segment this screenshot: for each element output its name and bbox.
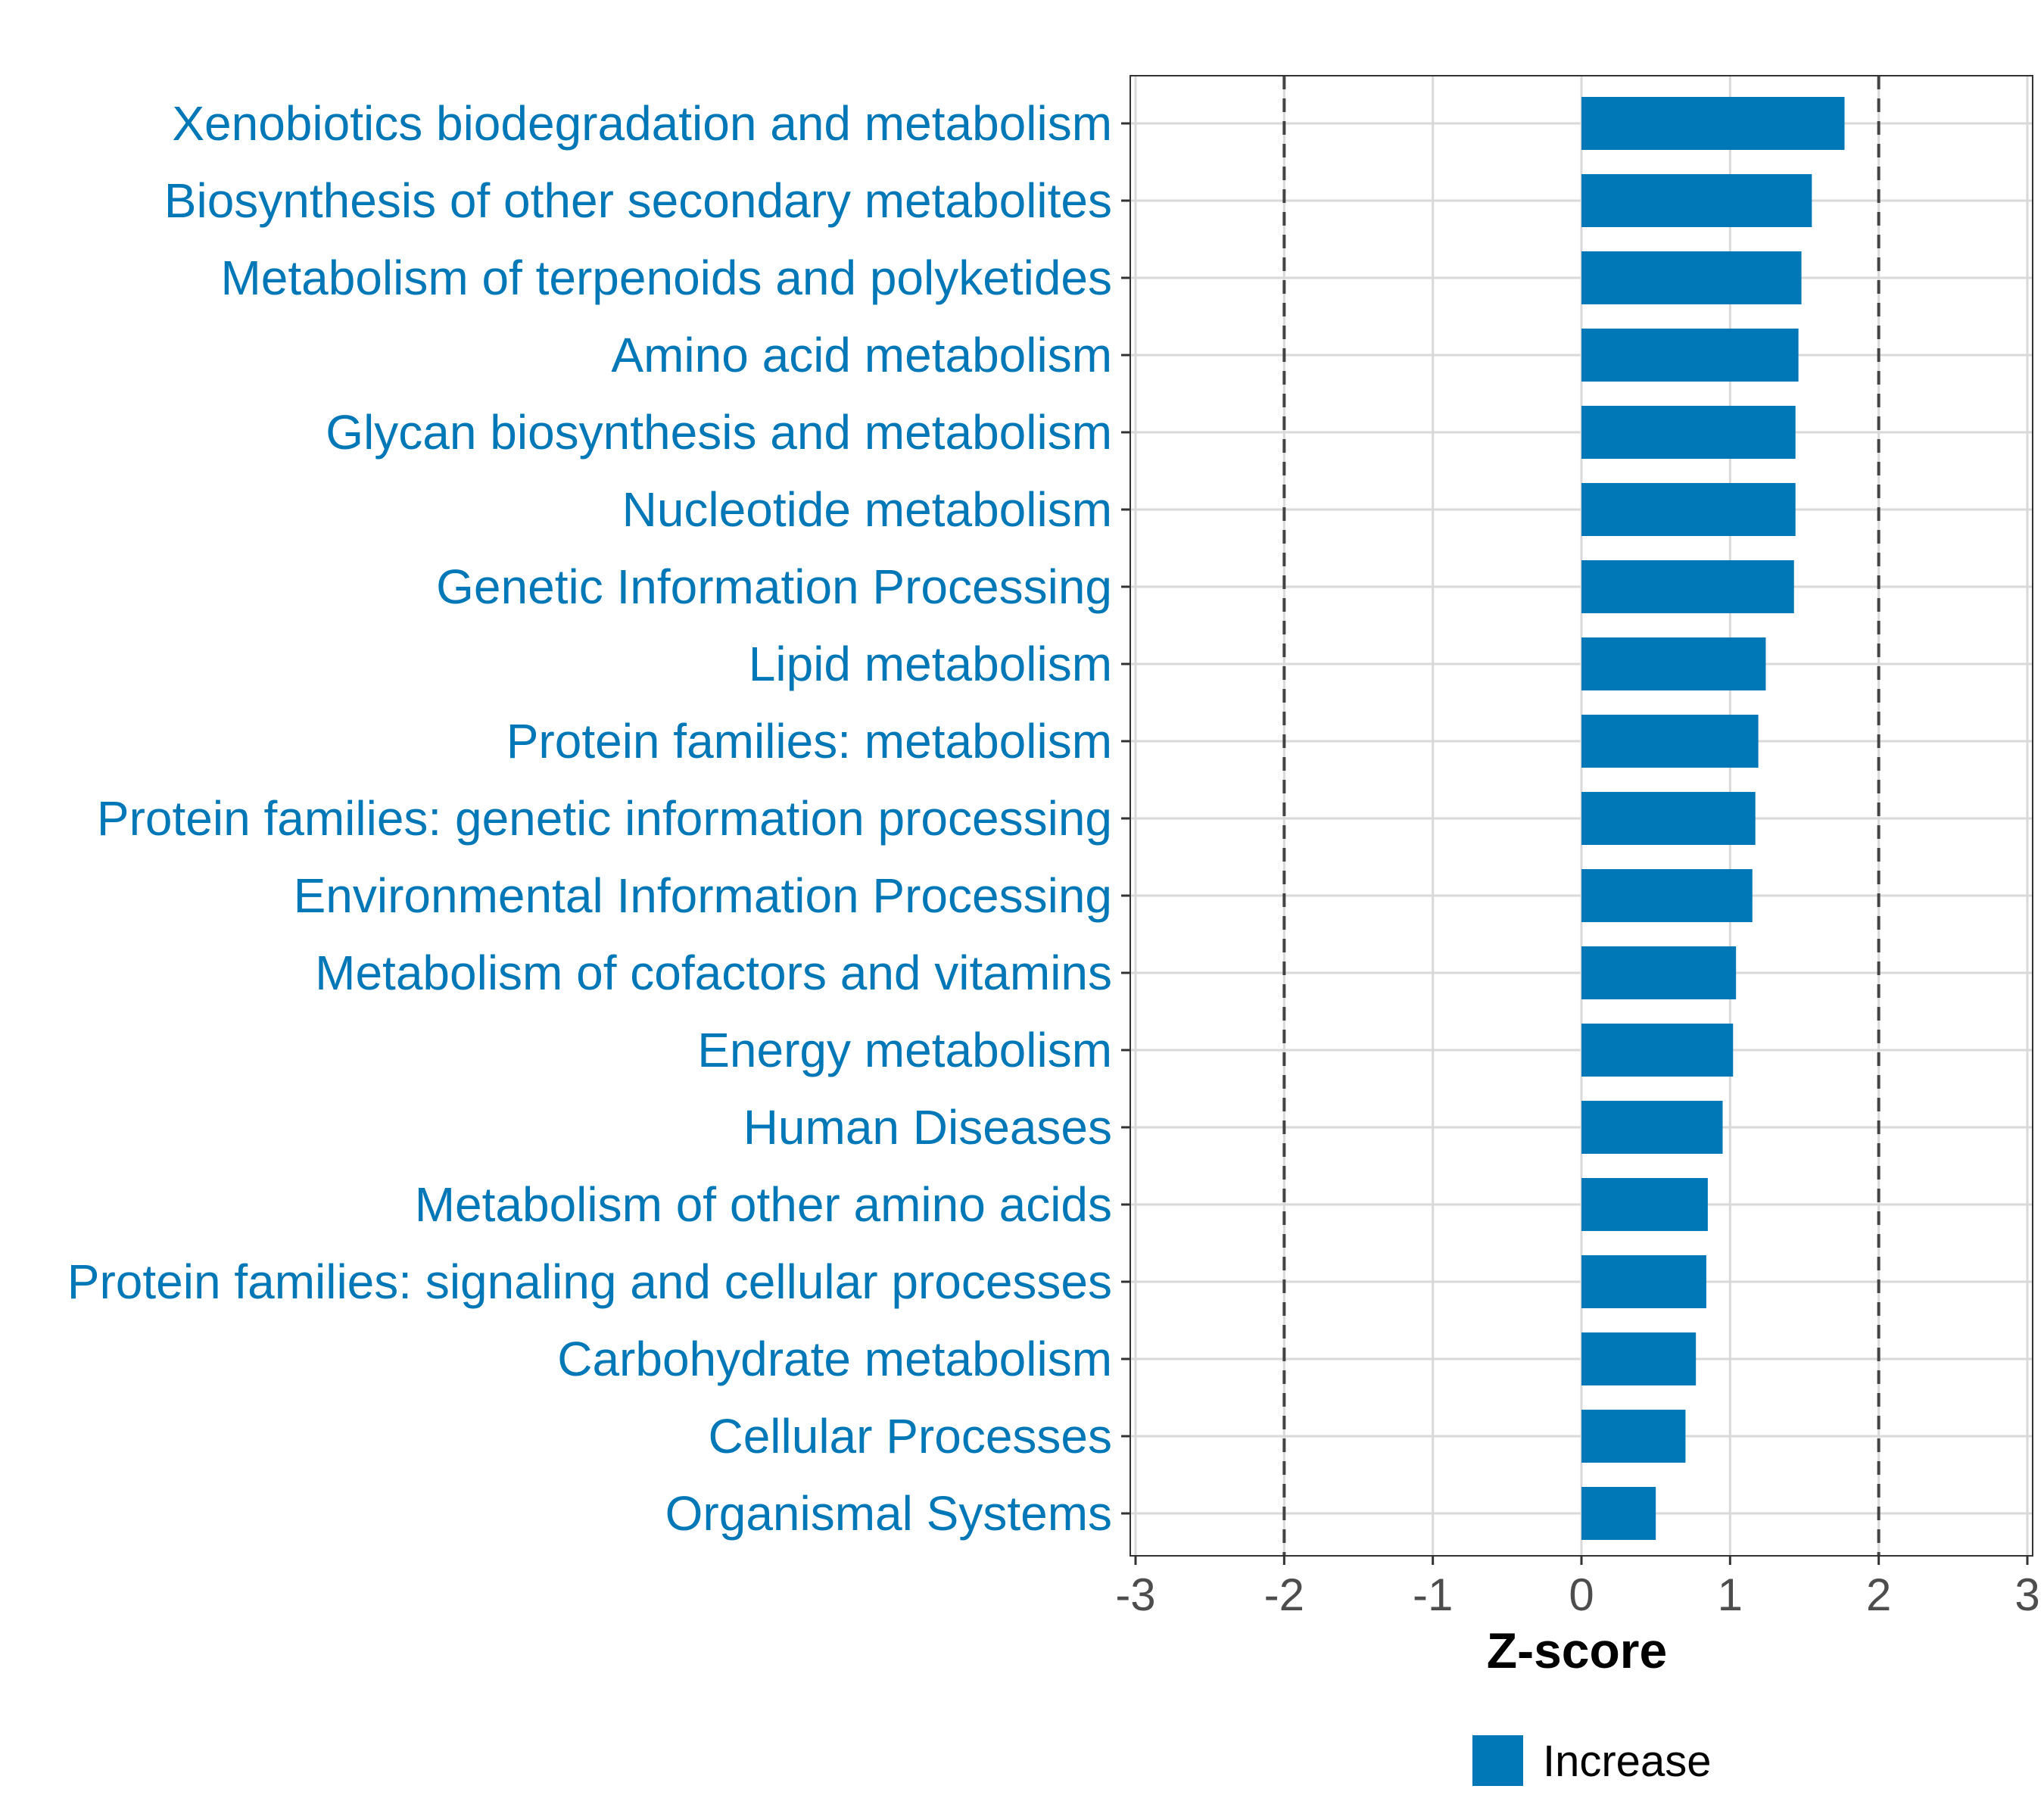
bar bbox=[1581, 174, 1812, 227]
category-label: Genetic Information Processing bbox=[436, 559, 1112, 614]
bar bbox=[1581, 1487, 1656, 1540]
category-label: Organismal Systems bbox=[665, 1486, 1112, 1541]
category-label: Protein families: genetic information pr… bbox=[97, 791, 1112, 846]
x-tick-label: -1 bbox=[1413, 1569, 1453, 1620]
category-label: Human Diseases bbox=[743, 1100, 1112, 1155]
bar bbox=[1581, 251, 1802, 304]
category-label: Nucleotide metabolism bbox=[622, 482, 1112, 537]
x-tick-labels: -3 -2 -1 0 1 2 3 bbox=[1115, 1569, 2039, 1620]
x-tick-label: -3 bbox=[1115, 1569, 1155, 1620]
category-label: Metabolism of other amino acids bbox=[415, 1177, 1112, 1232]
bar bbox=[1581, 97, 1845, 150]
category-label: Carbohydrate metabolism bbox=[557, 1332, 1112, 1386]
category-label: Biosynthesis of other secondary metaboli… bbox=[164, 173, 1112, 228]
bar bbox=[1581, 946, 1737, 999]
bar bbox=[1581, 637, 1766, 690]
bar bbox=[1581, 560, 1794, 613]
bar bbox=[1581, 406, 1796, 459]
category-label: Metabolism of cofactors and vitamins bbox=[315, 946, 1112, 1000]
category-label: Lipid metabolism bbox=[749, 637, 1112, 691]
category-label: Xenobiotics biodegradation and metabolis… bbox=[172, 96, 1112, 151]
category-label: Environmental Information Processing bbox=[294, 868, 1112, 923]
bar bbox=[1581, 792, 1756, 845]
legend-label-increase: Increase bbox=[1543, 1737, 1711, 1786]
x-tick-label: 0 bbox=[1569, 1569, 1594, 1620]
category-label: Metabolism of terpenoids and polyketides bbox=[220, 251, 1112, 305]
bar bbox=[1581, 1024, 1734, 1077]
category-labels: Xenobiotics biodegradation and metabolis… bbox=[67, 96, 1112, 1541]
x-tick-label: -2 bbox=[1264, 1569, 1304, 1620]
category-label: Glycan biosynthesis and metabolism bbox=[326, 405, 1112, 460]
bar bbox=[1581, 715, 1759, 768]
reference-lines bbox=[1282, 76, 1880, 1556]
x-tick-label: 3 bbox=[2014, 1569, 2039, 1620]
category-label: Cellular Processes bbox=[708, 1409, 1112, 1463]
x-tick-label: 2 bbox=[1866, 1569, 1891, 1620]
bar bbox=[1581, 1410, 1686, 1463]
bar bbox=[1581, 1255, 1706, 1308]
bar bbox=[1581, 483, 1796, 536]
bar bbox=[1581, 1178, 1708, 1231]
x-tick-label: 1 bbox=[1718, 1569, 1743, 1620]
category-label: Protein families: metabolism bbox=[506, 714, 1112, 768]
category-label: Amino acid metabolism bbox=[611, 328, 1112, 382]
category-label: Energy metabolism bbox=[697, 1023, 1112, 1077]
x-axis-title: Z-score bbox=[1487, 1622, 1667, 1678]
bar bbox=[1581, 1332, 1697, 1385]
legend-swatch-increase bbox=[1472, 1735, 1523, 1786]
legend: Increase bbox=[1472, 1735, 1711, 1786]
bars bbox=[1581, 97, 1845, 1540]
bar bbox=[1581, 329, 1799, 382]
category-label: Protein families: signaling and cellular… bbox=[67, 1254, 1112, 1309]
x-axis-ticks bbox=[1134, 1556, 2029, 1565]
bar bbox=[1581, 869, 1753, 922]
bar bbox=[1581, 1101, 1723, 1154]
y-axis-ticks bbox=[1121, 122, 1130, 1515]
